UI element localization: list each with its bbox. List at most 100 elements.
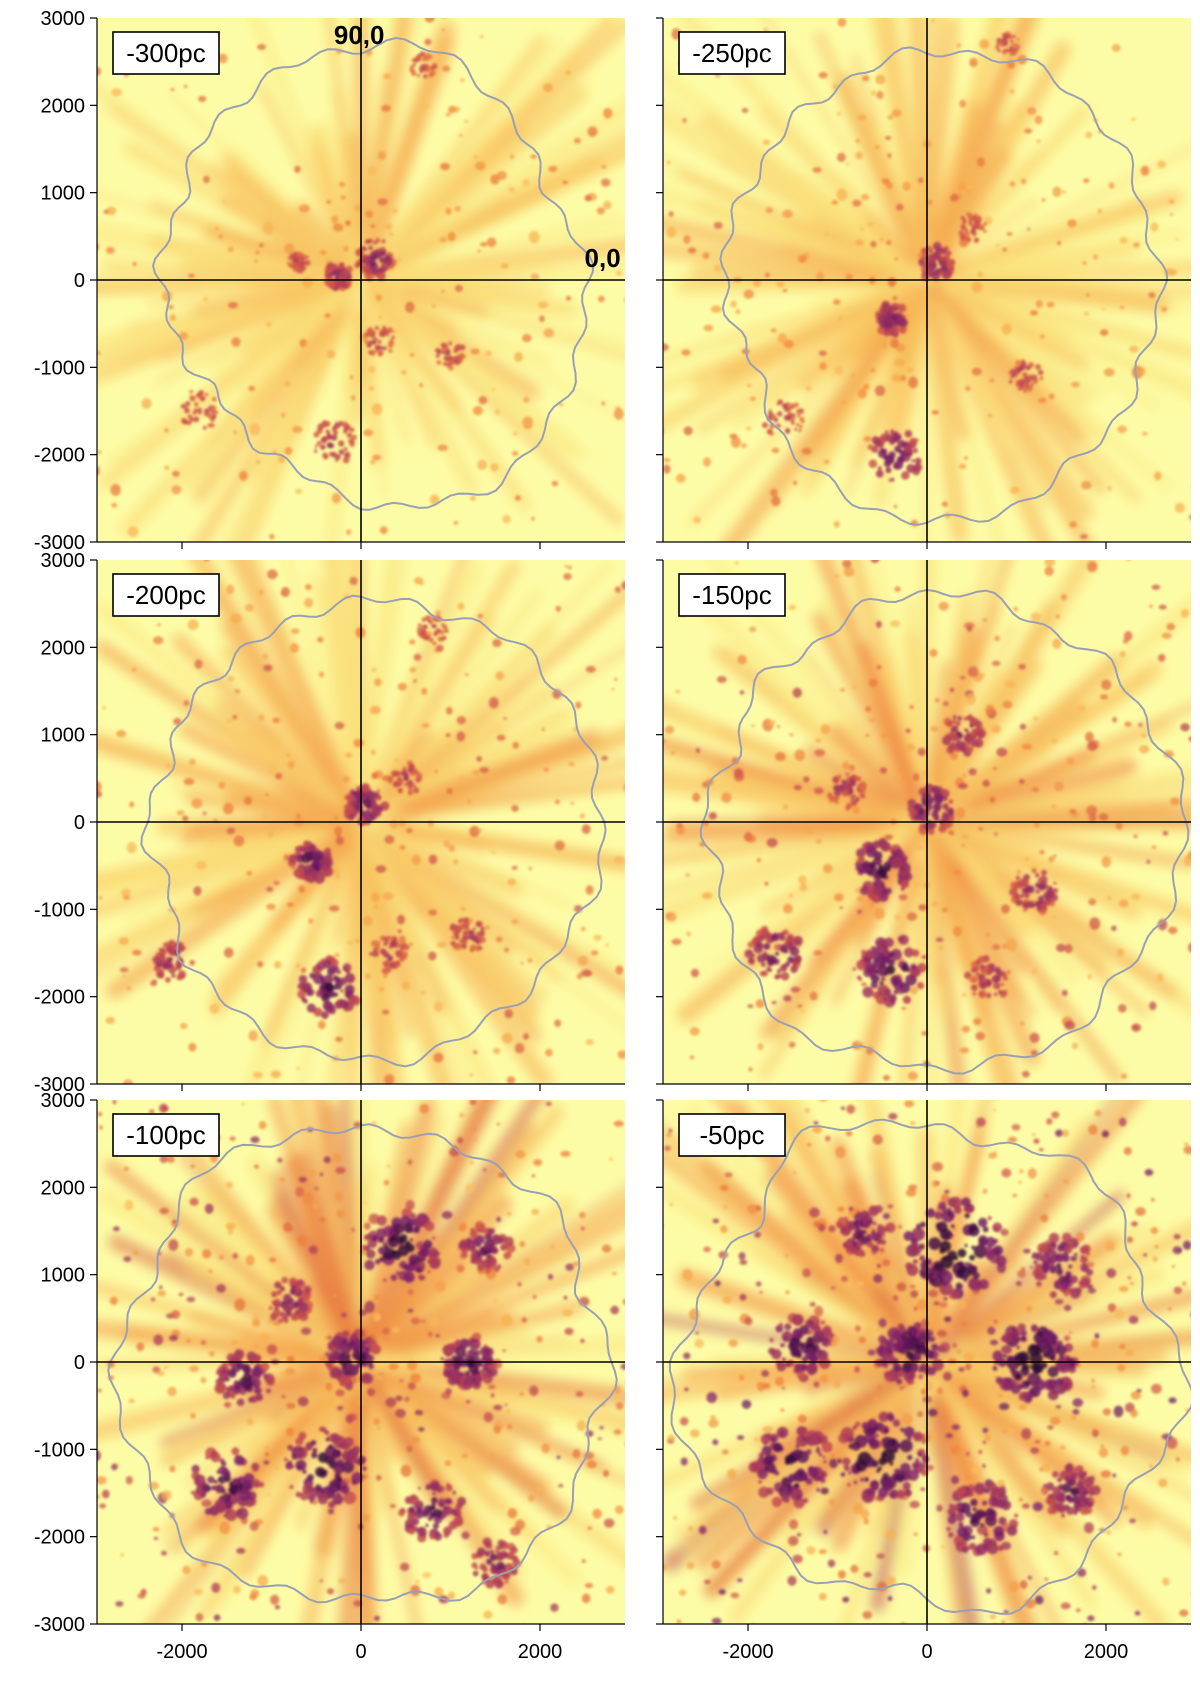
dense-clump [393, 936, 398, 941]
clump [636, 1164, 640, 1168]
dust-clumps [97, 560, 625, 1084]
ray [202, 578, 354, 809]
clump [267, 569, 278, 580]
clump [639, 742, 647, 749]
dense-clump [1013, 885, 1019, 891]
dense-clump [861, 949, 867, 955]
dense-clump [463, 925, 469, 931]
clump [419, 383, 423, 388]
dense-clump [958, 230, 965, 236]
clump [64, 146, 68, 150]
clump [856, 895, 865, 902]
dense-clump [457, 926, 461, 930]
clump [585, 665, 596, 673]
ray [743, 827, 917, 956]
clump [603, 107, 613, 119]
dense-clump [457, 353, 463, 359]
ray [105, 830, 345, 1000]
clump [837, 18, 847, 27]
clump [12, 1302, 22, 1313]
clump [132, 1250, 139, 1255]
clump [613, 856, 625, 864]
dense-clump [190, 417, 194, 421]
clump [741, 442, 747, 449]
dense-clump [972, 978, 976, 982]
clump [511, 919, 519, 925]
clump [1053, 854, 1057, 858]
clump [264, 809, 268, 812]
dense-clump [392, 960, 400, 968]
clump [931, 19, 935, 22]
dense-clump [469, 1227, 476, 1234]
ray [160, 1363, 352, 1468]
dense-clump [236, 1361, 245, 1370]
ray [185, 1365, 354, 1487]
ray [284, 560, 359, 806]
clump [289, 642, 299, 653]
dense-clump [793, 962, 797, 967]
clump [156, 623, 161, 627]
clump [883, 1075, 890, 1081]
clump [504, 947, 509, 953]
dense-clump [883, 460, 892, 468]
dense-clump [952, 715, 957, 720]
clump [447, 231, 456, 242]
clump [969, 57, 978, 68]
clump [545, 1048, 553, 1057]
ray [368, 1336, 625, 1369]
clump [770, 488, 778, 497]
dense-clump [1023, 381, 1030, 389]
clump [818, 71, 828, 79]
heatmap [663, 18, 1191, 542]
clump [570, 802, 574, 805]
clump [855, 152, 863, 160]
clump [605, 943, 609, 947]
clump [747, 1004, 754, 1009]
clump [721, 792, 732, 803]
clump [881, 177, 887, 183]
clump [479, 766, 489, 774]
dense-clump [341, 1450, 353, 1462]
dense-clump [338, 449, 345, 455]
clump [493, 1425, 501, 1434]
clump [350, 395, 356, 401]
dense-clump [298, 1431, 307, 1440]
clump [345, 220, 351, 226]
ray [964, 822, 1075, 843]
clump [381, 1327, 390, 1335]
clump [433, 1052, 444, 1063]
clump [223, 947, 234, 958]
clump [427, 1331, 433, 1337]
clump [389, 819, 399, 829]
clump [218, 1255, 225, 1260]
dense-clump [160, 975, 164, 979]
dense-clump [890, 949, 902, 961]
dense-clump [454, 934, 460, 940]
dense-clump [338, 977, 347, 986]
clump [528, 230, 540, 244]
ray [763, 18, 903, 240]
clump [1020, 178, 1027, 185]
ray [381, 624, 557, 802]
clump [1083, 178, 1090, 184]
dense-clump [362, 1373, 374, 1384]
clump [401, 370, 407, 375]
dense-clump [395, 1271, 400, 1275]
dense-clump [401, 769, 408, 777]
dense-regions [180, 51, 467, 464]
dense-clump [364, 812, 375, 823]
dense-clump [191, 1464, 200, 1474]
clump [642, 1181, 648, 1187]
clump [1005, 680, 1016, 688]
dense-clump [160, 947, 166, 953]
clump [1052, 638, 1062, 649]
dense-clump [432, 1522, 440, 1530]
panel-label-box [678, 31, 786, 75]
dense-clump [994, 992, 998, 996]
dense-clump [980, 982, 987, 990]
dense-clump [447, 1499, 453, 1505]
clump [905, 744, 916, 752]
clump [1071, 1042, 1078, 1050]
clump [603, 200, 612, 210]
clump [265, 1452, 269, 1457]
